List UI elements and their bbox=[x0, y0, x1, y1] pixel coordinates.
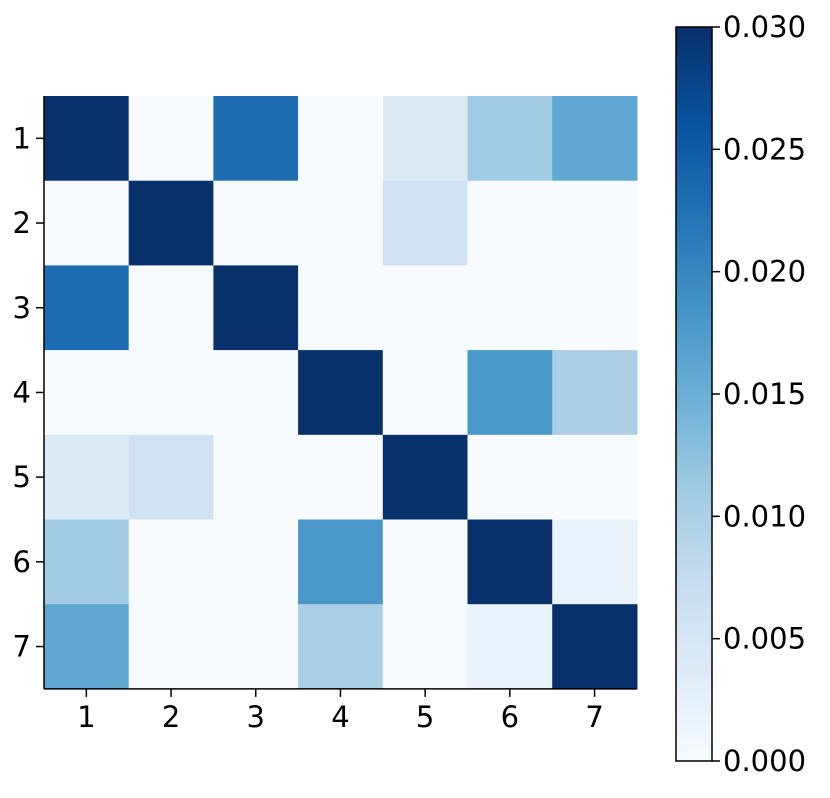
heatmap-cell-r4-c3 bbox=[213, 350, 299, 436]
heatmap-cell-r7-c2 bbox=[128, 604, 214, 690]
heatmap-cell-r5-c6 bbox=[467, 434, 553, 521]
y-tick-label: 4 bbox=[13, 375, 31, 409]
colorbar-tick-label: 0.000 bbox=[723, 744, 806, 778]
y-tick-label: 6 bbox=[13, 545, 31, 579]
heatmap-cell-r3-c2 bbox=[128, 265, 214, 351]
heatmap-cell-r2-c3 bbox=[213, 180, 299, 266]
colorbar-tick-label: 0.005 bbox=[723, 622, 806, 656]
y-tick-label: 5 bbox=[13, 460, 31, 494]
heatmap-cell-r6-c4 bbox=[298, 519, 384, 605]
heatmap-cell-r3-c4 bbox=[298, 265, 384, 351]
heatmap-cell-r6-c3 bbox=[213, 519, 299, 605]
heatmap-cell-r1-c2 bbox=[128, 96, 214, 182]
heatmap-cell-r6-c6 bbox=[467, 519, 553, 605]
colorbar-tick-label: 0.020 bbox=[723, 255, 806, 289]
x-tick-label: 7 bbox=[585, 700, 603, 734]
heatmap-cell-r7-c5 bbox=[382, 604, 469, 690]
colorbar-tick-label: 0.015 bbox=[723, 377, 806, 411]
x-tick-label: 1 bbox=[77, 700, 95, 734]
heatmap-cell-r2-c2 bbox=[128, 180, 214, 266]
heatmap-cell-r1-c4 bbox=[298, 96, 384, 182]
heatmap-cell-r5-c5 bbox=[382, 434, 469, 521]
heatmap-cell-r7-c1 bbox=[44, 604, 130, 690]
heatmap-cell-r7-c7 bbox=[552, 604, 638, 690]
heatmap-cell-r7-c6 bbox=[467, 604, 553, 690]
colorbar-tick-label: 0.030 bbox=[723, 10, 806, 44]
x-tick-label: 3 bbox=[247, 700, 265, 734]
heatmap-cell-r5-c4 bbox=[298, 434, 384, 521]
y-tick-label: 2 bbox=[13, 206, 31, 240]
x-tick-label: 5 bbox=[416, 700, 434, 734]
heatmap-cell-r2-c1 bbox=[44, 180, 130, 266]
heatmap-cell-r5-c3 bbox=[213, 434, 299, 521]
heatmap-cell-r5-c1 bbox=[44, 434, 130, 521]
heatmap-cell-r1-c7 bbox=[552, 96, 638, 182]
y-tick-label: 7 bbox=[13, 630, 31, 664]
heatmap-cell-r7-c3 bbox=[213, 604, 299, 690]
heatmap-cell-r6-c7 bbox=[552, 519, 638, 605]
heatmap-cell-r1-c6 bbox=[467, 96, 553, 182]
colorbar-tick-label: 0.025 bbox=[723, 132, 806, 166]
y-tick-label: 1 bbox=[13, 121, 31, 155]
heatmap-cell-r4-c1 bbox=[44, 350, 130, 436]
heatmap-cell-r3-c3 bbox=[213, 265, 299, 351]
heatmap-cell-r4-c2 bbox=[128, 350, 214, 436]
heatmap-cell-r7-c4 bbox=[298, 604, 384, 690]
heatmap-cell-r1-c1 bbox=[44, 96, 130, 182]
heatmap-cell-r3-c7 bbox=[552, 265, 638, 351]
colorbar: 0.000 0.005 0.010 0.015 0.020 0.025 0.030 bbox=[675, 10, 806, 778]
heatmap-cell-r2-c7 bbox=[552, 180, 638, 266]
heatmap-cell-r2-c6 bbox=[467, 180, 553, 266]
heatmap-cell-r3-c1 bbox=[44, 265, 130, 351]
colorbar-tick-label: 0.010 bbox=[723, 499, 806, 533]
heatmap-cell-r4-c4 bbox=[298, 350, 384, 436]
heatmap-cell-r3-c6 bbox=[467, 265, 553, 351]
heatmap-cell-r1-c3 bbox=[213, 96, 299, 182]
heatmap-cell-r5-c7 bbox=[552, 434, 638, 521]
heatmap-cell-r4-c6 bbox=[467, 350, 553, 436]
heatmap-cell-r1-c5 bbox=[382, 96, 469, 182]
heatmap-cell-r4-c7 bbox=[552, 350, 638, 436]
heatmap-cell-r2-c5 bbox=[382, 180, 469, 266]
heatmap-cell-r4-c5 bbox=[382, 350, 469, 436]
heatmap-cell-r5-c2 bbox=[128, 434, 214, 521]
heatmap-cell-r6-c2 bbox=[128, 519, 214, 605]
heatmap-cell-r2-c4 bbox=[298, 180, 384, 266]
x-tick-label: 4 bbox=[331, 700, 349, 734]
x-tick-label: 6 bbox=[501, 700, 519, 734]
heatmap-cell-r6-c5 bbox=[382, 519, 469, 605]
heatmap-cell-r6-c1 bbox=[44, 519, 130, 605]
heatmap-axes: 1 2 3 4 5 6 7 1 2 3 4 5 6 7 bbox=[13, 96, 637, 734]
y-tick-label: 3 bbox=[13, 291, 31, 325]
heatmap-cell-r3-c5 bbox=[382, 265, 469, 351]
x-tick-label: 2 bbox=[162, 700, 180, 734]
colorbar-gradient bbox=[675, 26, 713, 762]
heatmap-cells bbox=[44, 96, 638, 690]
